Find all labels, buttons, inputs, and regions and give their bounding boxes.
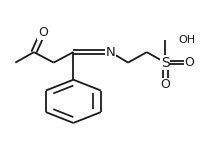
Text: O: O <box>38 26 48 39</box>
Text: N: N <box>106 46 115 59</box>
Text: S: S <box>161 56 170 70</box>
Text: OH: OH <box>179 35 196 45</box>
Text: O: O <box>160 78 170 91</box>
Text: O: O <box>184 56 194 69</box>
